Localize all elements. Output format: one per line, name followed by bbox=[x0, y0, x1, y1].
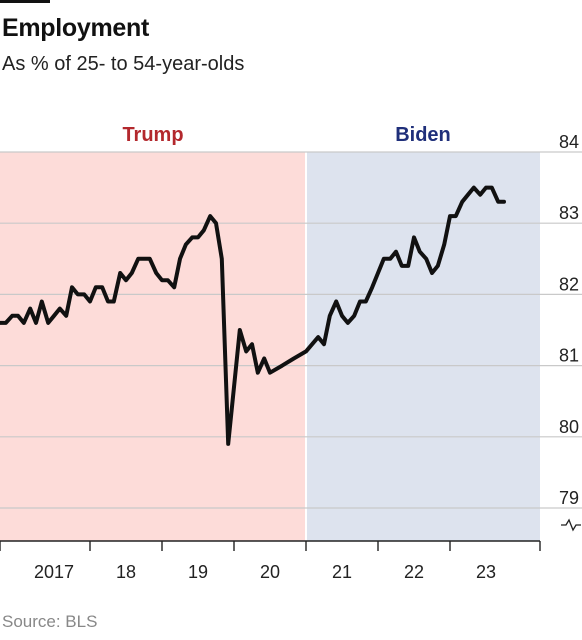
series-group bbox=[0, 185, 506, 446]
y-tick-label-79: 79 bbox=[559, 488, 579, 508]
y-tick-label-80: 80 bbox=[559, 417, 579, 437]
y-tick-label-81: 81 bbox=[559, 346, 579, 366]
y-tick-label-83: 83 bbox=[559, 203, 579, 223]
top-rule bbox=[0, 0, 50, 3]
x-tick-label-23: 23 bbox=[476, 562, 496, 582]
chart-subtitle: As % of 25- to 54-year-olds bbox=[2, 53, 245, 75]
x-tick-label-19: 19 bbox=[188, 562, 208, 582]
x-tick-label-22: 22 bbox=[404, 562, 424, 582]
period-label-trump: Trump bbox=[122, 124, 183, 146]
x-tick-label-21: 21 bbox=[332, 562, 352, 582]
period-band-trump bbox=[0, 152, 306, 541]
source-note: Source: BLS bbox=[2, 612, 98, 631]
period-band-biden bbox=[306, 152, 540, 541]
axis-break-icon bbox=[561, 518, 581, 532]
x-tick-label-20: 20 bbox=[260, 562, 280, 582]
period-label-biden: Biden bbox=[395, 124, 451, 146]
chart-title: Employment bbox=[2, 14, 150, 42]
series-line-0 bbox=[0, 185, 506, 446]
x-tick-label-18: 18 bbox=[116, 562, 136, 582]
x-tick-label-2017: 2017 bbox=[34, 562, 74, 582]
grid-lines bbox=[0, 151, 582, 509]
y-axis: 79 80 81 82 83 84 bbox=[559, 132, 581, 532]
period-bands bbox=[0, 152, 540, 541]
period-labels: Trump Biden bbox=[122, 124, 450, 146]
y-tick-label-84: 84 bbox=[559, 132, 579, 152]
y-tick-label-82: 82 bbox=[559, 274, 579, 294]
x-axis: 2017 18 19 20 21 22 23 bbox=[0, 540, 541, 582]
